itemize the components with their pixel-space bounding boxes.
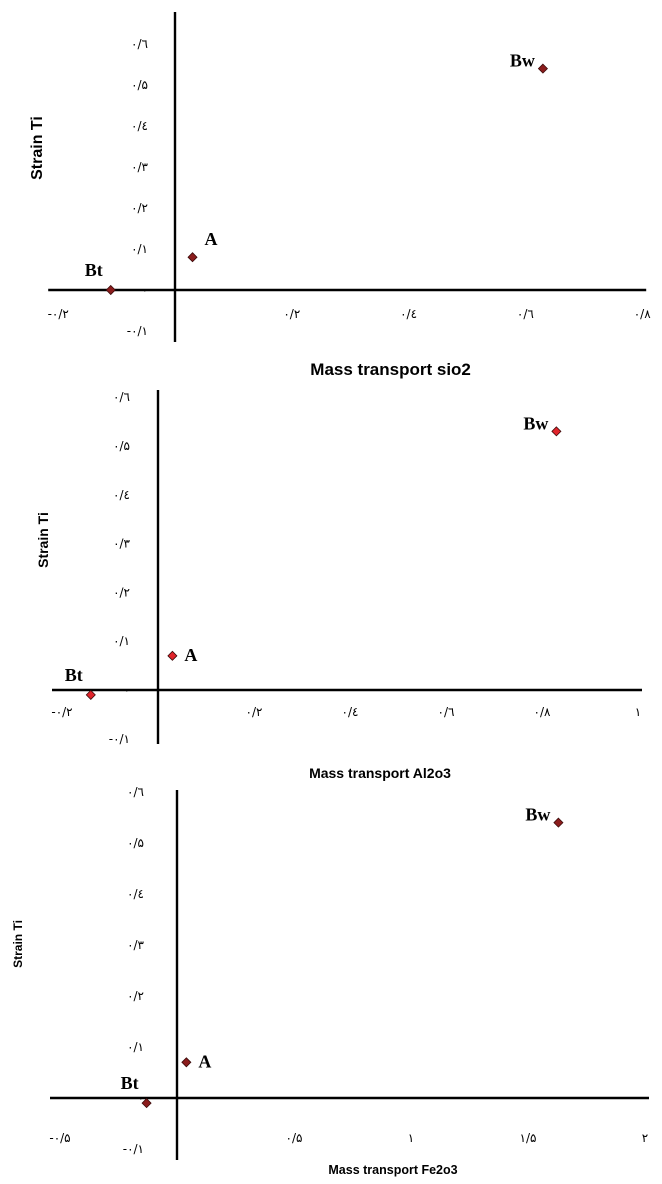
point-label: A (198, 1051, 211, 1071)
chart-sio2: -۰/۲ ۰ ۰/۲ ۰/٤ ۰/٦ ۰/۸ -۰/۱ ۰ ۰/۱ ۰/۲ ۰/۳ ۰/٤ ۰/۵ ۰/٦… (29, 12, 651, 379)
y-axis-title: Strain Ti (35, 512, 51, 568)
x-tick-label: ۰/٦ (438, 705, 455, 719)
data-point-a (187, 252, 198, 263)
y-axis-title: Strain Ti (11, 920, 25, 968)
chart-al2o3: -۰/۲ ۰ ۰/۲ ۰/٤ ۰/٦ ۰/۸ ۱ -۰/۱ ۰ ۰/۱ ۰/۲ ۰/۳ ۰/٤ ۰/۵ ۰/… (35, 390, 642, 781)
y-tick-label: ۰/۱ (127, 1040, 144, 1054)
point-label: Bt (85, 260, 103, 280)
y-tick-label: ۰/۲ (127, 989, 144, 1003)
chart-fe2o3: -۰/۵ ۰ ۰/۵ ۱ ۱/۵ ۲ -۰/۱ ۰ ۰/۱ ۰/۲ ۰/۳ ۰/٤ ۰/۵ ۰/٦ Bt A B… (11, 785, 649, 1177)
y-tick-label: ۰/۲ (113, 585, 130, 599)
y-tick-label: -۰/۱ (127, 324, 148, 338)
x-tick-label: ۱ (408, 1131, 414, 1145)
data-point-bw (551, 426, 562, 437)
y-tick-label: ۰/۱ (131, 242, 148, 256)
x-tick-label: ۰ (155, 705, 161, 719)
y-tick-label: ۰ (142, 283, 148, 297)
x-tick-label: ۰/۲ (246, 705, 263, 719)
x-tick-label: ۰ (174, 1131, 180, 1145)
data-point-bt (141, 1098, 152, 1109)
x-tick-label: ۰/۵ (286, 1131, 303, 1145)
point-label: Bw (523, 413, 548, 433)
y-tick-label: ۰/٤ (131, 119, 148, 133)
y-tick-label: ۰ (138, 1091, 144, 1105)
y-tick-label: ۰/۲ (131, 201, 148, 215)
x-tick-label: -۰/۲ (48, 307, 69, 321)
y-tick-label: ۰/۳ (113, 537, 130, 551)
x-tick-label: ۱ (635, 705, 641, 719)
y-tick-label: ۰/۵ (131, 78, 148, 92)
data-point-a (181, 1057, 192, 1068)
x-axis-title: Mass transport Fe2o3 (328, 1163, 457, 1177)
point-label: Bw (510, 51, 535, 71)
y-tick-label: ۰/۳ (127, 938, 144, 952)
point-label: A (205, 229, 218, 249)
y-tick-label: -۰/۱ (109, 732, 130, 746)
y-tick-label: ۰/۵ (113, 439, 130, 453)
x-axis-title: Mass transport Al2o3 (309, 765, 451, 781)
y-tick-label: ۰/۳ (131, 160, 148, 174)
data-point-bw (537, 63, 548, 74)
y-tick-label: ۰/٤ (113, 488, 130, 502)
data-point-bt (85, 689, 96, 700)
y-tick-label: ۰/٦ (131, 37, 148, 51)
x-tick-label: -۰/۲ (51, 705, 72, 719)
x-tick-label: ۲ (642, 1131, 648, 1145)
y-axis-title: Strain Ti (29, 116, 46, 180)
x-tick-label: ۰/۸ (634, 307, 651, 321)
point-label: A (184, 645, 197, 665)
y-tick-label: ۰/٦ (127, 785, 144, 799)
point-label: Bt (121, 1073, 139, 1093)
x-tick-label: ۰ (172, 307, 178, 321)
data-point-bt (105, 284, 116, 296)
x-tick-label: ۰/۲ (283, 307, 300, 321)
y-tick-label: ۰ (124, 683, 130, 697)
point-label: Bt (65, 665, 83, 685)
y-tick-label: ۰/۱ (113, 634, 130, 648)
x-tick-label: ۰/٤ (400, 307, 417, 321)
y-tick-label: -۰/۱ (123, 1142, 144, 1156)
point-label: Bw (525, 805, 550, 825)
x-tick-label: ۰/٤ (342, 705, 359, 719)
y-tick-label: ۰/٦ (113, 390, 130, 404)
x-tick-label: ۱/۵ (520, 1131, 537, 1145)
x-axis-title: Mass transport sio2 (310, 360, 471, 379)
y-tick-label: ۰/٤ (127, 887, 144, 901)
x-tick-label: -۰/۵ (49, 1131, 70, 1145)
x-tick-label: ۰/٦ (517, 307, 534, 321)
x-tick-label: ۰/۸ (534, 705, 551, 719)
data-point-bw (553, 817, 564, 828)
data-point-a (167, 650, 178, 661)
y-tick-label: ۰/۵ (127, 836, 144, 850)
